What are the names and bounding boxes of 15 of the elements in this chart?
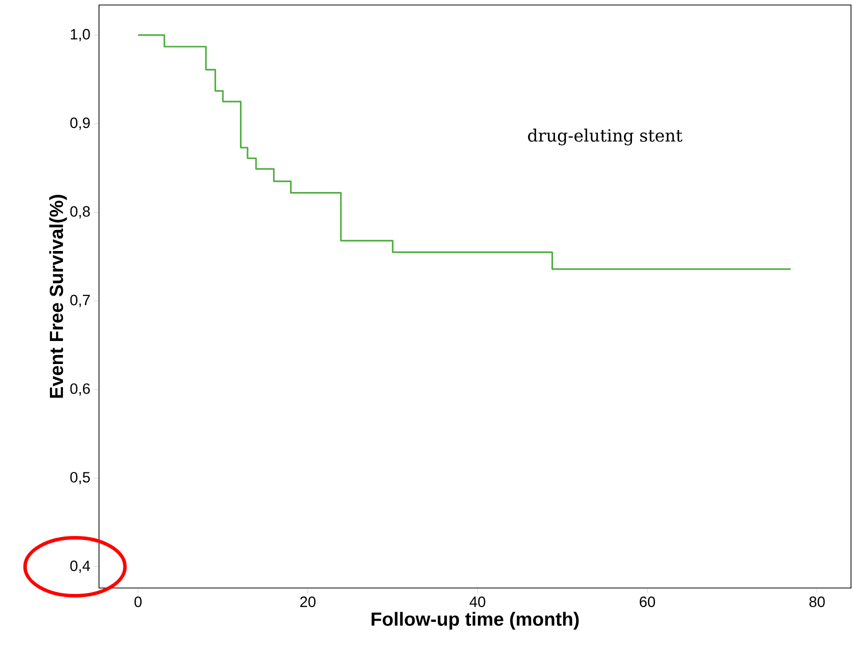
y-axis-title: Event Free Survival(%) bbox=[49, 194, 67, 398]
x-tick-label: 20 bbox=[300, 596, 316, 608]
y-tick-label: 1,0 bbox=[70, 28, 90, 42]
y-tick-label: 0,7 bbox=[70, 294, 90, 308]
y-tick-label: 0,5 bbox=[70, 472, 90, 484]
x-tick-label: 80 bbox=[809, 596, 825, 608]
x-tick-label: 0 bbox=[134, 596, 142, 608]
text: drug-eluting stent bbox=[528, 128, 682, 146]
y-tick-label: 0,6 bbox=[70, 383, 90, 396]
x-tick-label: 60 bbox=[640, 596, 656, 608]
x-tick-label: 40 bbox=[470, 596, 486, 608]
y-tick-label: 0,9 bbox=[70, 118, 90, 130]
x-axis-title: Follow-up time (month) bbox=[372, 612, 579, 630]
y-tick-label: 0,4 bbox=[70, 560, 90, 573]
y-tick-label: 0,8 bbox=[70, 206, 90, 218]
